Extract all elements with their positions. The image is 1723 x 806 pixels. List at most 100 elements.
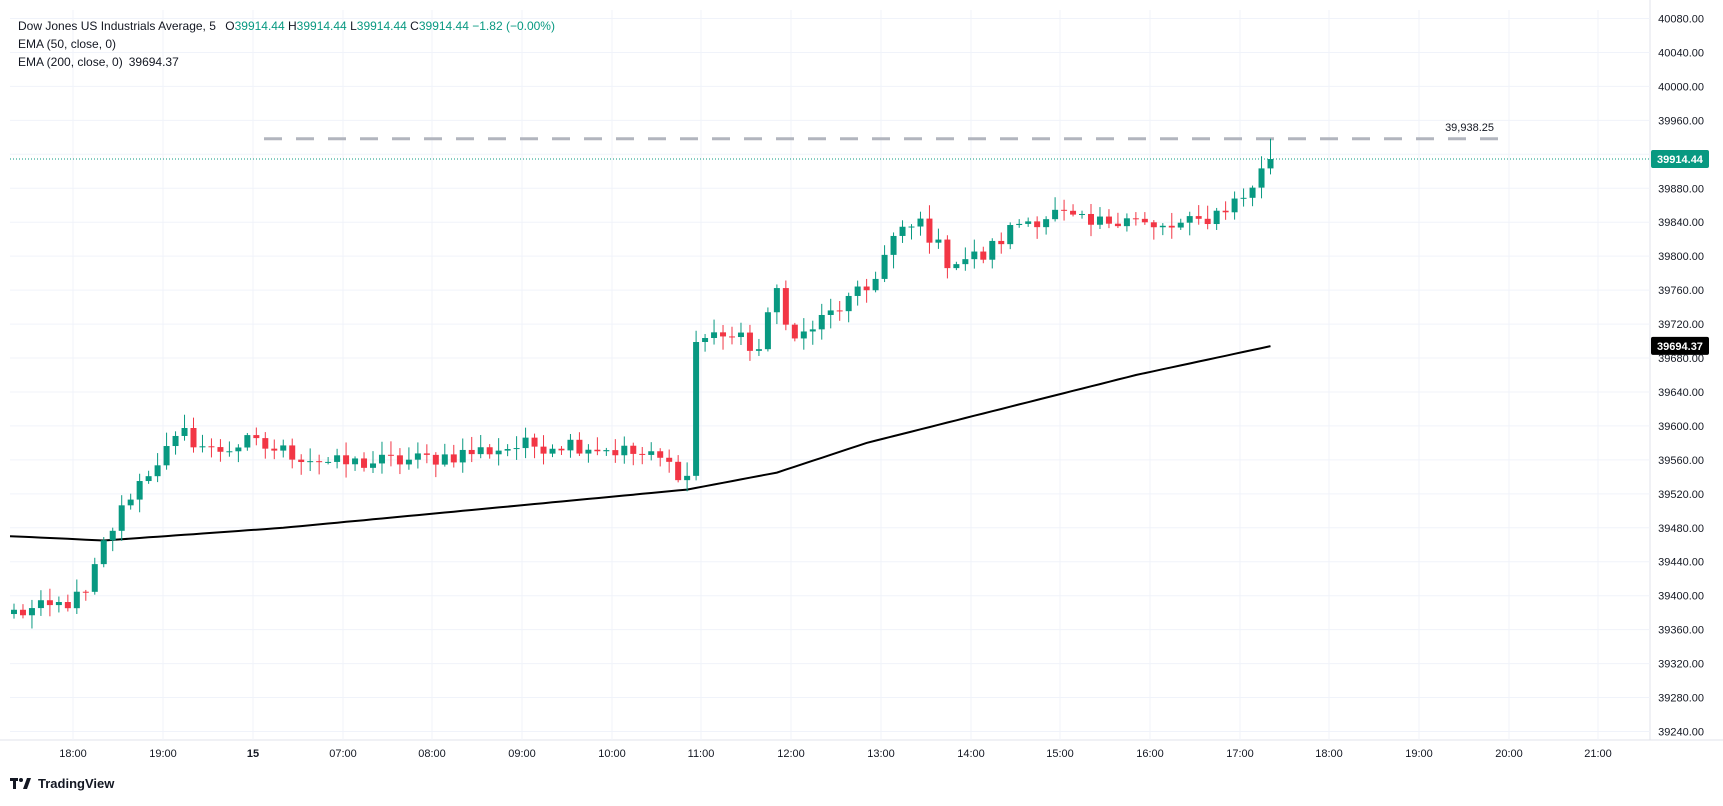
candle [298,454,305,475]
candle-body [1096,216,1103,225]
candle-body [450,454,457,463]
candle [1105,209,1112,229]
candle-body [1267,159,1274,169]
candle [1025,217,1032,227]
candle-body [163,446,170,466]
candle [962,247,969,271]
symbol-name[interactable]: Dow Jones US Industrials Average [18,19,203,33]
candle [423,444,430,464]
candle [908,224,915,240]
candle-body [782,288,789,325]
candle [459,438,466,473]
candle [1096,207,1103,230]
candle [361,452,368,472]
candle [91,557,98,595]
last-price-badge-label: 39914.44 [1657,154,1704,166]
candle [773,284,780,325]
candle [1034,216,1041,239]
y-axis[interactable]: 40080.0040040.0040000.0039960.0039920.00… [1651,13,1709,739]
candle-body [495,450,502,455]
candle-body [836,310,843,312]
candle-body [971,251,978,260]
candle [1141,212,1148,225]
candle-body [414,453,421,460]
candle-body [1204,218,1211,225]
ema-200-badge: 39694.37 [1651,336,1709,355]
candle-body [917,218,924,227]
candle-body [136,481,143,500]
candle [1168,212,1175,239]
candle-body [953,264,960,269]
x-axis[interactable]: 18:00 19:00 15 07:00 08:00 09:00 10:00 11:00 12:… [59,748,1612,760]
candle [289,438,296,469]
candle [1204,205,1211,230]
candle-body [1007,225,1014,245]
candle-body [1159,225,1166,228]
high-value: 39914.44 [296,19,347,33]
candle [414,442,421,469]
candle-body [576,439,583,454]
candle [540,435,547,465]
candle-body [208,446,215,448]
candle-body [441,454,448,465]
candle [558,446,565,455]
candle-body [1105,216,1112,224]
candle [1240,188,1247,207]
candle-body [764,312,771,350]
x-tick-label: 11:00 [688,748,715,760]
candle-body [262,438,269,449]
candle [845,292,852,323]
candle-body [118,505,125,531]
candle-body [998,240,1005,245]
low-label: L [350,19,357,33]
x-tick-label: 08:00 [418,748,446,760]
candle [1088,203,1094,237]
candle-body [908,226,915,228]
candle [549,444,556,458]
candle [1007,222,1014,250]
legend-ema200-row[interactable]: EMA (200, close, 0) 39694.37 [18,53,555,71]
candle [468,436,475,463]
candle [1016,219,1023,228]
interval[interactable]: 5 [209,19,216,33]
candle [226,441,233,457]
candle-body [872,278,879,291]
x-tick-label: 15 [247,748,259,760]
candle-body [657,451,664,458]
candle [1070,204,1077,217]
candle [953,261,960,271]
candle-body [1052,209,1059,220]
candle-body [325,461,332,463]
legend-ohlc-row: Dow Jones US Industrials Average, 5 O399… [18,19,555,33]
candle-body [11,609,17,615]
y-tick-label: 40000.00 [1658,81,1704,93]
candle [199,434,206,453]
candle-body [513,448,520,450]
tradingview-logo[interactable]: TradingView [10,776,114,791]
y-tick-label: 39880.00 [1658,183,1704,195]
candle [818,303,825,340]
candle [217,439,224,462]
candle-body [540,446,547,454]
candle-body [370,463,376,468]
candle-body [504,449,511,451]
candle [28,599,35,629]
candle-body [46,600,53,606]
candle [612,439,619,463]
candle-body [28,608,35,616]
candle-body [334,455,341,462]
candle-body [82,591,89,593]
y-tick-label: 40040.00 [1658,47,1704,59]
candle-body [711,332,718,339]
candle [163,432,170,470]
candle [370,451,376,474]
candle [172,431,179,455]
candle [702,333,709,352]
candle-body [378,454,385,464]
legend-ema50-row[interactable]: EMA (50, close, 0) [18,35,555,53]
overlays: 39,938.25 [10,122,1650,160]
y-tick-label: 39480.00 [1658,523,1704,535]
candle-body [1168,225,1175,228]
candle [145,470,152,484]
